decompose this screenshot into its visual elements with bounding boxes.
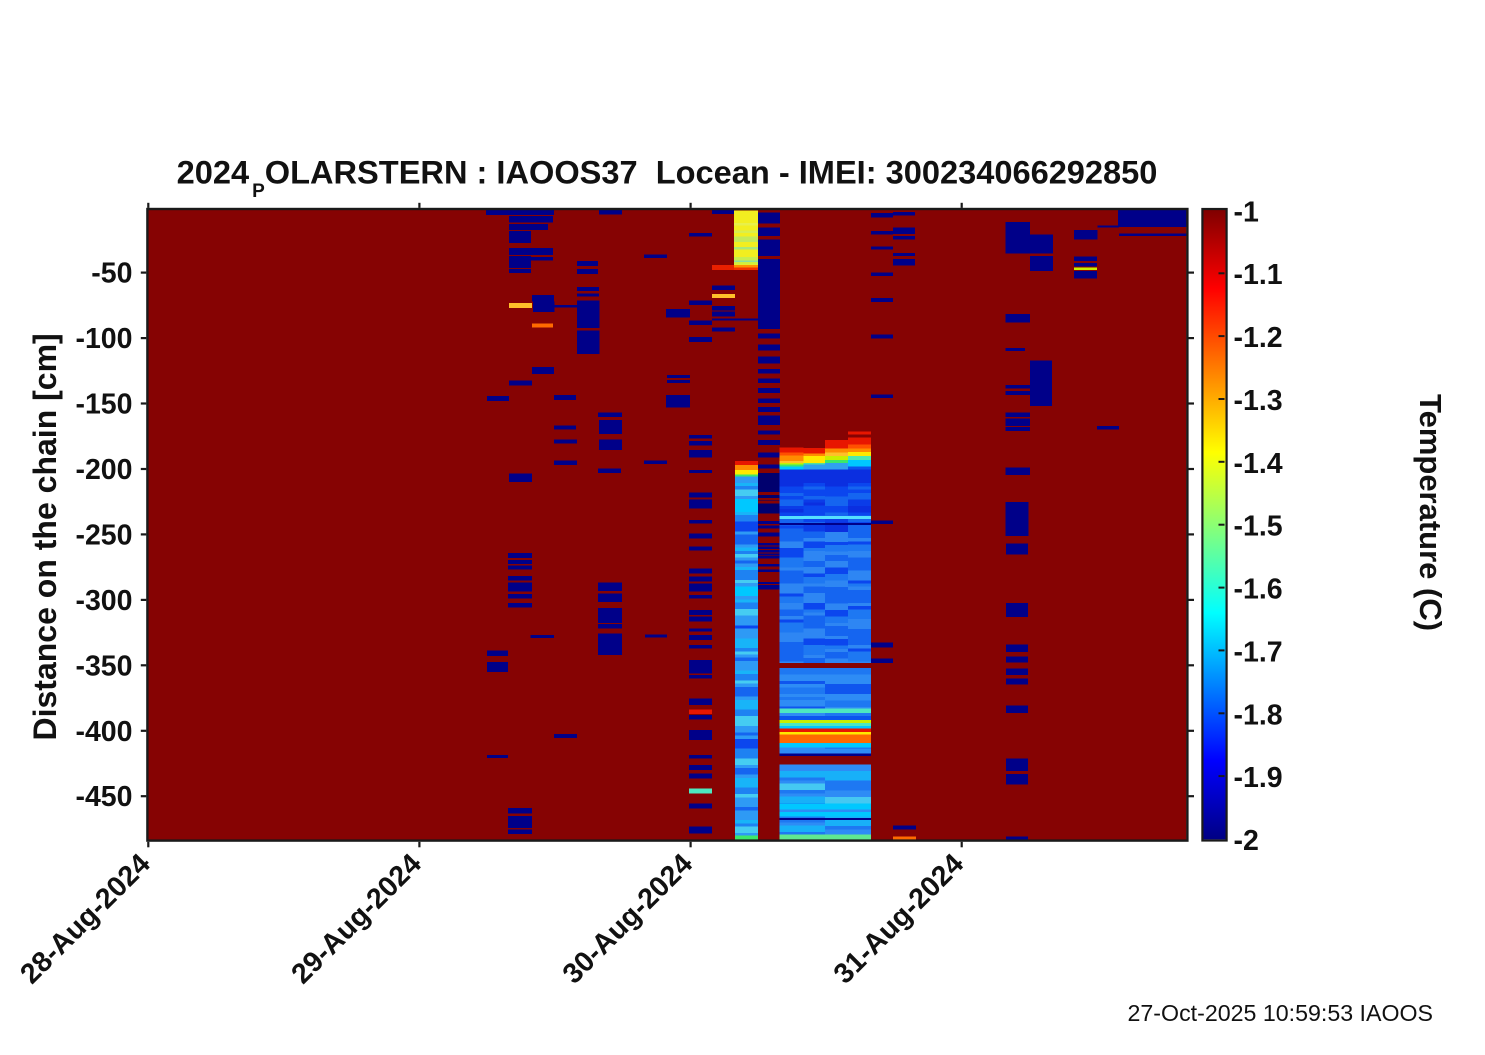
svg-text:-1: -1 xyxy=(1234,196,1259,228)
svg-text:-350: -350 xyxy=(75,650,132,682)
svg-text:-1.3: -1.3 xyxy=(1234,385,1283,417)
svg-text:-50: -50 xyxy=(91,258,132,290)
svg-text:-300: -300 xyxy=(75,585,132,617)
svg-text:-1.4: -1.4 xyxy=(1234,448,1283,480)
svg-text:-1.5: -1.5 xyxy=(1234,511,1283,543)
svg-text:Temperature (C): Temperature (C) xyxy=(1413,394,1448,631)
svg-text:-1.6: -1.6 xyxy=(1234,574,1283,606)
svg-text:-2: -2 xyxy=(1234,825,1259,857)
svg-text:-400: -400 xyxy=(75,716,132,748)
svg-text:-250: -250 xyxy=(75,519,132,551)
svg-text:-450: -450 xyxy=(75,781,132,813)
svg-text:Distance on the chain [cm]: Distance on the chain [cm] xyxy=(27,333,63,740)
svg-text:-1.2: -1.2 xyxy=(1234,322,1283,354)
svg-text:-200: -200 xyxy=(75,454,132,486)
svg-text:-150: -150 xyxy=(75,389,132,421)
svg-text:-1.1: -1.1 xyxy=(1234,259,1283,291)
svg-text:-1.7: -1.7 xyxy=(1234,637,1283,669)
svg-text:27-Oct-2025 10:59:53 IAOOS: 27-Oct-2025 10:59:53 IAOOS xyxy=(1128,1000,1433,1026)
svg-text:-1.9: -1.9 xyxy=(1234,762,1283,794)
svg-text:-1.8: -1.8 xyxy=(1234,699,1283,731)
svg-text:-100: -100 xyxy=(75,323,132,355)
